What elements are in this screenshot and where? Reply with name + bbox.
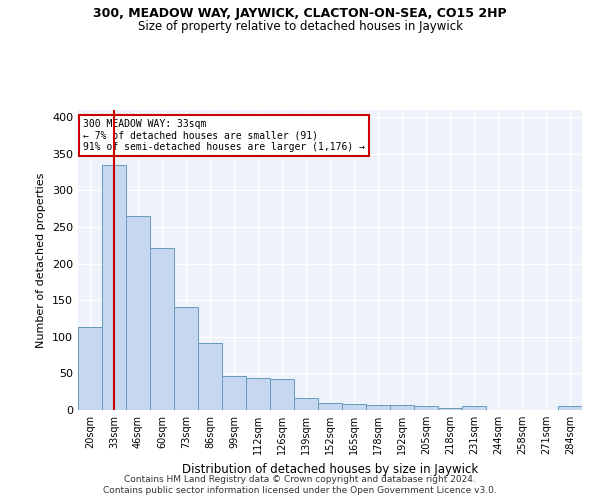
Bar — [318, 402, 342, 410]
Bar — [414, 406, 438, 410]
Text: 300, MEADOW WAY, JAYWICK, CLACTON-ON-SEA, CO15 2HP: 300, MEADOW WAY, JAYWICK, CLACTON-ON-SEA… — [93, 8, 507, 20]
Bar — [126, 216, 150, 410]
Bar — [222, 376, 246, 410]
Bar — [342, 404, 366, 410]
Bar — [438, 408, 462, 410]
Bar — [270, 378, 294, 410]
Bar — [174, 307, 198, 410]
Bar — [78, 328, 102, 410]
Bar — [390, 405, 414, 410]
Text: Size of property relative to detached houses in Jaywick: Size of property relative to detached ho… — [137, 20, 463, 33]
Text: Contains HM Land Registry data © Crown copyright and database right 2024.: Contains HM Land Registry data © Crown c… — [124, 475, 476, 484]
X-axis label: Distribution of detached houses by size in Jaywick: Distribution of detached houses by size … — [182, 462, 478, 475]
Bar — [246, 378, 270, 410]
Bar — [294, 398, 318, 410]
Bar — [198, 342, 222, 410]
Bar — [102, 165, 126, 410]
Bar — [366, 405, 390, 410]
Y-axis label: Number of detached properties: Number of detached properties — [37, 172, 46, 348]
Bar — [150, 248, 174, 410]
Bar — [558, 406, 582, 410]
Text: Contains public sector information licensed under the Open Government Licence v3: Contains public sector information licen… — [103, 486, 497, 495]
Text: 300 MEADOW WAY: 33sqm
← 7% of detached houses are smaller (91)
91% of semi-detac: 300 MEADOW WAY: 33sqm ← 7% of detached h… — [83, 119, 365, 152]
Bar — [462, 406, 486, 410]
